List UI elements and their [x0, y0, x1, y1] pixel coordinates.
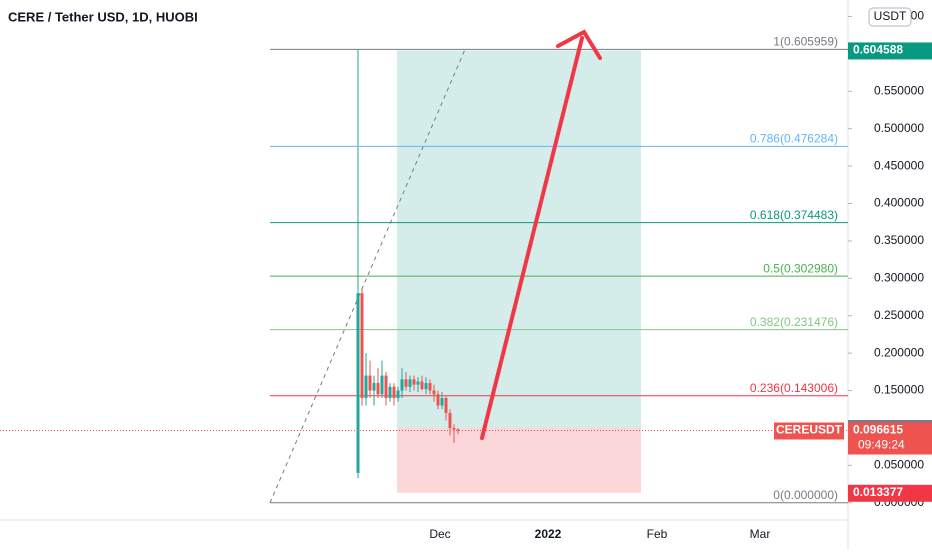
candle-body — [388, 386, 392, 399]
y-tick-label: 0.450000 — [874, 158, 924, 172]
x-tick-label: Feb — [647, 527, 668, 541]
fib-label: 0.236(0.143006) — [750, 381, 838, 395]
fib-label: 1(0.605959) — [773, 35, 838, 49]
x-tick-label: Mar — [750, 527, 771, 541]
candle-body — [360, 293, 364, 399]
y-tick-label: 0.500000 — [874, 121, 924, 135]
fib-label: 0.5(0.302980) — [763, 261, 838, 275]
price-tag-label: 0.096615 — [853, 423, 903, 437]
symbol-tag — [774, 422, 844, 440]
candle-body — [400, 379, 404, 391]
candle-body — [408, 379, 412, 387]
candle-body — [440, 398, 444, 406]
profit-zone — [397, 50, 641, 429]
price-tag — [848, 484, 932, 502]
candle-body — [364, 375, 368, 399]
candle-body — [404, 379, 408, 387]
y-tick-label: 0.300000 — [874, 271, 924, 285]
candle-body — [368, 375, 372, 391]
fib-label: 0.786(0.476284) — [750, 132, 838, 146]
candle-body — [420, 381, 424, 390]
candle-body — [376, 383, 380, 395]
candle-body — [416, 381, 420, 385]
chart-title: CERE / Tether USD, 1D, HUOBI — [8, 9, 198, 24]
candle-body — [428, 383, 432, 391]
y-tick-label: 0.350000 — [874, 233, 924, 247]
candle-body — [444, 398, 448, 414]
x-tick-label: 2022 — [535, 527, 562, 541]
candle-body — [380, 375, 384, 395]
arrow — [480, 29, 602, 440]
currency-label: USDT — [874, 9, 907, 23]
y-tick-label: 0.400000 — [874, 196, 924, 210]
fib-label: 0.382(0.231476) — [750, 315, 838, 329]
y-tick-label: 0.250000 — [874, 308, 924, 322]
symbol-tag-label: CEREUSDT — [776, 423, 843, 437]
candle-body — [432, 390, 436, 395]
candle-body — [448, 413, 452, 428]
candle-body — [372, 383, 376, 391]
currency-badge — [868, 7, 912, 27]
y-tick-label: 0.200000 — [874, 345, 924, 359]
y-tick-label: 0.150000 — [874, 383, 924, 397]
candle-body — [424, 383, 428, 390]
price-tag-label: 0.604588 — [853, 43, 903, 57]
candle-body — [392, 386, 396, 399]
countdown: 09:49:24 — [858, 438, 905, 452]
candle-body — [456, 429, 460, 431]
price-tag — [848, 422, 932, 455]
candle-body — [412, 379, 416, 385]
candle-body — [384, 375, 388, 399]
candle-body — [452, 427, 456, 430]
fib-label: 0.618(0.374483) — [750, 208, 838, 222]
y-tick-label: 0.050000 — [874, 458, 924, 472]
price-tag-label: 0.013377 — [853, 485, 903, 499]
price-tag — [848, 42, 932, 60]
trend-line — [269, 49, 466, 503]
y-tick-label: 0.550000 — [874, 83, 924, 97]
candle-body — [356, 293, 360, 473]
candle-body — [436, 394, 440, 406]
fib-label: 0(0.000000) — [773, 488, 838, 502]
candle-body — [396, 390, 400, 399]
loss-zone — [397, 428, 641, 493]
x-tick-label: Dec — [429, 527, 450, 541]
